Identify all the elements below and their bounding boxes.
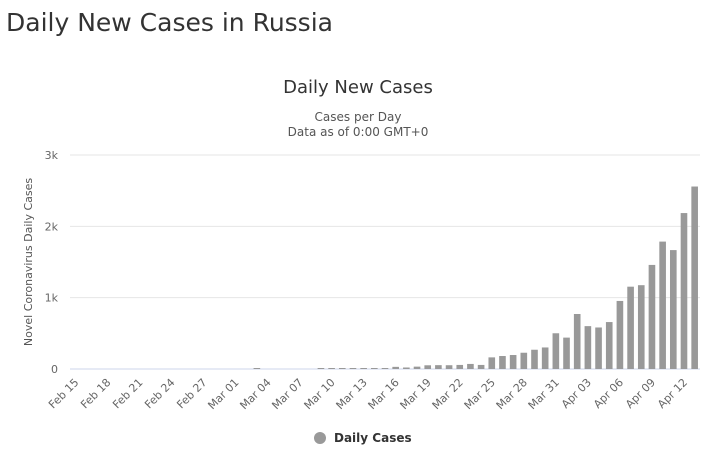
x-tick-label: Feb 15 xyxy=(46,376,81,411)
bar-mar-29[interactable] xyxy=(531,349,538,369)
bar-mar-10[interactable] xyxy=(328,368,335,369)
y-tick-label: 1k xyxy=(45,292,59,305)
x-tick-label: Mar 04 xyxy=(237,376,273,412)
bar-mar-03[interactable] xyxy=(253,368,261,369)
bar-mar-22[interactable] xyxy=(456,364,464,369)
grid-lines xyxy=(70,154,700,370)
y-tick-label: 2k xyxy=(45,220,59,233)
bars xyxy=(253,186,698,369)
chart-subtitle-line-2: Data as of 0:00 GMT+0 xyxy=(288,125,429,139)
x-tick-label: Mar 31 xyxy=(526,376,562,412)
bar-apr-09[interactable] xyxy=(648,264,656,369)
bar-mar-28[interactable] xyxy=(520,352,528,369)
x-tick-label: Mar 22 xyxy=(430,376,466,412)
bar-mar-25[interactable] xyxy=(488,357,496,369)
bar-apr-12[interactable] xyxy=(680,213,688,369)
bar-apr-10[interactable] xyxy=(659,241,666,369)
x-tick-label: Feb 24 xyxy=(142,376,177,411)
bar-apr-08[interactable] xyxy=(637,285,645,369)
x-tick-label: Mar 25 xyxy=(462,376,498,412)
bar-mar-18[interactable] xyxy=(413,366,421,369)
bar-mar-12[interactable] xyxy=(349,368,357,369)
x-tick-label: Mar 13 xyxy=(334,376,370,412)
bar-mar-30[interactable] xyxy=(541,347,549,369)
legend-marker-daily-cases xyxy=(314,432,326,444)
chart-subtitle-line-1: Cases per Day xyxy=(315,110,402,124)
legend-label-daily-cases: Daily Cases xyxy=(334,431,412,445)
bar-mar-14[interactable] xyxy=(371,368,378,369)
bar-apr-11[interactable] xyxy=(669,250,677,369)
bar-apr-02[interactable] xyxy=(573,314,581,369)
bar-apr-13[interactable] xyxy=(691,186,698,369)
bar-mar-27[interactable] xyxy=(509,355,517,369)
x-tick-label: Feb 27 xyxy=(174,376,209,411)
x-tick-label: Apr 06 xyxy=(591,376,626,411)
y-tick-label: 3k xyxy=(45,149,59,162)
x-tick-label: Apr 12 xyxy=(655,376,690,411)
y-axis-ticks: 0 1k 2k 3k xyxy=(45,149,59,376)
legend[interactable]: Daily Cases xyxy=(314,431,412,445)
bar-apr-05[interactable] xyxy=(605,322,613,369)
x-tick-label: Mar 19 xyxy=(398,376,434,412)
bar-apr-01[interactable] xyxy=(563,337,570,369)
bar-apr-03[interactable] xyxy=(584,326,592,369)
bar-mar-24[interactable] xyxy=(477,364,485,369)
y-axis-label: Novel Coronavirus Daily Cases xyxy=(22,178,35,346)
bar-apr-06[interactable] xyxy=(616,300,624,369)
x-tick-label: Feb 18 xyxy=(78,376,113,411)
bar-mar-17[interactable] xyxy=(403,367,410,369)
bar-mar-09[interactable] xyxy=(317,368,325,369)
x-tick-label: Mar 07 xyxy=(269,376,305,412)
bar-mar-15[interactable] xyxy=(381,368,389,369)
page-title: Daily New Cases in Russia xyxy=(6,8,333,37)
bar-mar-31[interactable] xyxy=(552,333,560,369)
x-tick-label: Mar 01 xyxy=(205,376,241,412)
bar-apr-04[interactable] xyxy=(595,327,602,369)
bar-mar-13[interactable] xyxy=(360,368,367,369)
x-tick-label: Mar 16 xyxy=(366,376,402,412)
bar-apr-07[interactable] xyxy=(627,286,634,369)
x-tick-label: Apr 03 xyxy=(559,376,594,411)
chart-title: Daily New Cases xyxy=(283,77,433,98)
bar-mar-23[interactable] xyxy=(467,363,474,369)
bar-mar-20[interactable] xyxy=(435,365,442,369)
bar-mar-16[interactable] xyxy=(392,366,399,369)
x-tick-label: Mar 10 xyxy=(301,376,337,412)
y-tick-label: 0 xyxy=(51,363,58,376)
x-tick-label: Feb 21 xyxy=(110,376,145,411)
x-tick-label: Apr 09 xyxy=(623,376,658,411)
bar-mar-11[interactable] xyxy=(338,368,346,369)
bar-mar-26[interactable] xyxy=(499,356,506,369)
bar-mar-21[interactable] xyxy=(445,365,453,369)
bar-mar-19[interactable] xyxy=(424,365,432,369)
x-tick-label: Mar 28 xyxy=(494,376,530,412)
